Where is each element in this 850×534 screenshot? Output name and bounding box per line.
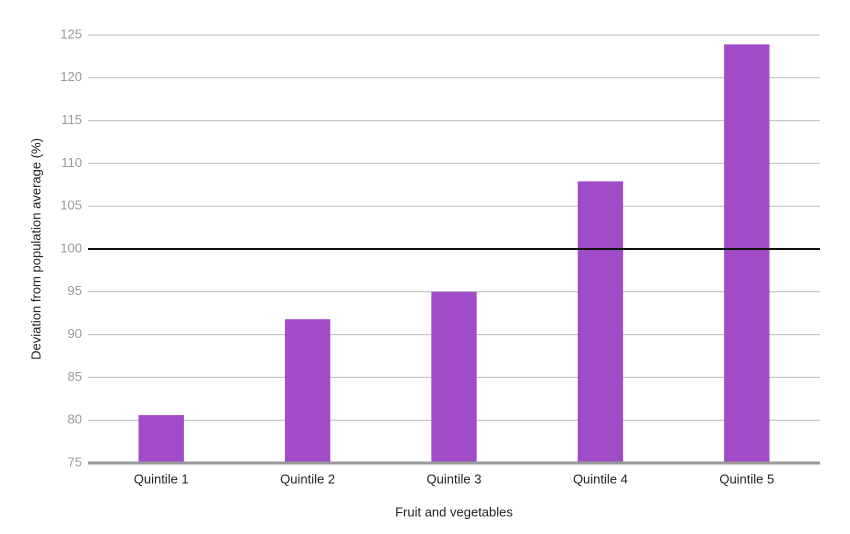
y-tick-label: 100 [60,240,82,255]
y-tick-label: 125 [60,26,82,41]
x-tick-label: Quintile 5 [719,471,774,486]
x-tick-label: Quintile 2 [280,471,335,486]
x-axis-label: Fruit and vegetables [395,504,513,519]
x-tick-label: Quintile 4 [573,471,628,486]
y-tick-label: 80 [68,412,82,427]
y-tick-label: 75 [68,454,82,469]
bar [284,319,331,463]
y-axis-label: Deviation from population average (%) [28,138,43,360]
bar [724,44,770,463]
bar [577,181,624,463]
y-tick-label: 105 [60,198,82,213]
x-tick-label: Quintile 3 [427,471,482,486]
y-tick-label: 90 [68,326,82,341]
y-tick-label: 115 [61,112,82,127]
bar [431,291,477,463]
y-tick-label: 120 [60,69,82,84]
y-tick-label: 110 [61,155,82,170]
y-tick-label: 95 [68,283,82,298]
bar [138,415,184,463]
y-tick-label: 85 [68,369,82,384]
x-tick-label: Quintile 1 [134,471,189,486]
